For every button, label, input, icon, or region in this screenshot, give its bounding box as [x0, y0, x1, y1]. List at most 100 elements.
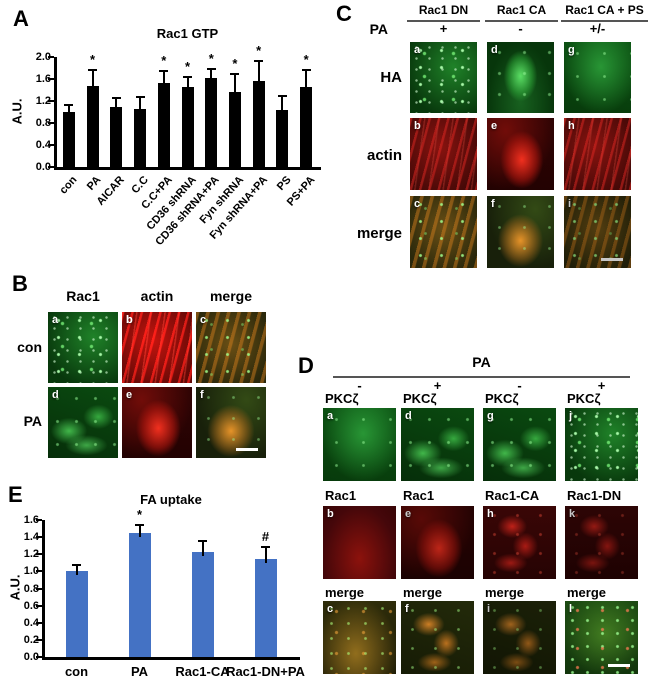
y-tick-label: 0.6	[23, 599, 39, 612]
significance-marker: *	[161, 53, 167, 69]
panel-d-red-label-4: Rac1-DN	[567, 488, 622, 503]
y-tick-mark	[48, 56, 54, 58]
tile-letter: c	[414, 198, 421, 210]
panel-c-row-label-merge: merge	[356, 225, 402, 242]
y-tick-label: 1.6	[23, 514, 39, 526]
tile-letter: e	[405, 508, 412, 520]
scale-bar	[601, 258, 623, 261]
significance-marker: *	[208, 51, 214, 67]
error-bar-cap	[159, 70, 169, 73]
error-bar-cap	[230, 73, 240, 76]
panel-c-image-b: b	[410, 118, 477, 190]
error-bar-stem	[115, 98, 118, 111]
rac1-gtp-chart: A Rac1 GTP A.U. 0.0 0.4 0.8 1.2 1.6 2.0 con * PA…	[0, 0, 335, 272]
tile-letter: f	[405, 603, 409, 615]
panel-d-merge-label-3: merge	[485, 585, 525, 600]
error-bar-stem	[264, 546, 267, 563]
bar	[300, 87, 313, 167]
tile-letter: f	[491, 198, 495, 210]
tile-letter: b	[414, 120, 421, 132]
x-axis-label: con	[64, 664, 89, 679]
y-tick-mark	[48, 122, 54, 124]
tile-letter: c	[200, 314, 207, 326]
panel-d-red-label-3: Rac1-CA	[485, 488, 540, 503]
tile-letter: a	[52, 314, 59, 326]
y-tick-label: 0.4	[35, 139, 51, 151]
panel-d-green-label-4: PKCζ	[567, 391, 601, 406]
y-axis	[54, 57, 57, 170]
panel-d-image-b: b	[323, 506, 396, 579]
x-axis	[42, 657, 300, 660]
bar	[62, 112, 75, 167]
panel-b-row-label-pa: PA	[23, 413, 42, 429]
panel-d-merge-label-2: merge	[403, 585, 443, 600]
x-axis-label: Rac1-DN+PA	[226, 664, 305, 679]
tile-letter: h	[568, 120, 575, 132]
bar	[254, 558, 277, 657]
bar	[110, 106, 123, 167]
fa-uptake-chart: E FA uptake A.U. 0.0 0.2 0.4 0.6 0.8 1.0 1.2 1.…	[0, 480, 340, 683]
y-tick-label: 0.8	[23, 582, 39, 595]
significance-marker: *	[136, 507, 143, 523]
panel-c-row-label-actin: actin	[366, 147, 402, 164]
y-tick-label: 0.0	[35, 161, 51, 173]
panel-d-label: D	[298, 353, 314, 378]
panel-d-image-i: i	[483, 601, 556, 674]
panel-d-pa-value-1: -	[357, 378, 362, 393]
panel-c-pa-value-2: -	[518, 21, 523, 36]
panel-b-image-f: f	[196, 387, 266, 458]
panel-d-image-g: g	[483, 408, 556, 481]
significance-marker: *	[256, 42, 262, 58]
panel-c-label: C	[336, 1, 352, 26]
panel-d-pa-value-4: +	[597, 378, 606, 393]
panel-c-image-e: e	[487, 118, 554, 190]
panel-c-row-label-ha: HA	[380, 69, 402, 86]
panel-d-image-j: j	[565, 408, 638, 481]
panel-b-image-c: c	[196, 312, 266, 383]
panel-d-green-label-2: PKCζ	[403, 391, 437, 406]
panel-d-merge-label-1: merge	[325, 585, 365, 600]
error-bar-stem	[305, 70, 308, 92]
error-bar-cap	[198, 540, 207, 543]
y-tick-label: 1.4	[23, 531, 39, 544]
error-bar-cap	[135, 96, 145, 99]
y-tick-mark	[36, 536, 42, 539]
error-bar-stem	[75, 565, 78, 576]
bar	[157, 83, 170, 167]
bar	[128, 532, 151, 657]
panel-c-image-i: i	[564, 196, 631, 268]
panel-b-image-e: e	[122, 387, 192, 458]
panel-d-merge-label-4: merge	[567, 585, 607, 600]
bar	[181, 87, 194, 167]
significance-marker: #	[261, 528, 270, 544]
chart-a-title: Rac1 GTP	[156, 26, 219, 41]
significance-marker: *	[184, 59, 191, 75]
y-tick-label: 0.0	[23, 651, 39, 663]
panel-c-pa-value-3: +/-	[589, 21, 606, 36]
panel-b-label: B	[12, 271, 28, 296]
panel-c-pa-label: PA	[369, 21, 388, 37]
tile-letter: d	[491, 44, 498, 56]
tile-letter: c	[327, 603, 334, 615]
panel-c-image-d: d	[487, 42, 554, 113]
panel-d-image-a: a	[323, 408, 396, 481]
error-bar-stem	[233, 74, 236, 96]
panel-c-image-c: c	[410, 196, 477, 268]
y-tick-mark	[48, 144, 54, 146]
significance-marker: *	[232, 56, 238, 72]
tile-letter: e	[126, 389, 133, 401]
error-bar-stem	[210, 69, 213, 82]
scale-bar	[236, 448, 258, 451]
y-tick-mark	[36, 553, 42, 556]
panel-a-label: A	[13, 6, 29, 31]
panel-b-image-b: b	[122, 312, 192, 383]
y-tick-label: 2.0	[35, 51, 51, 63]
tile-letter: k	[569, 508, 576, 520]
y-tick-label: 0.2	[23, 633, 39, 646]
error-bar-cap	[72, 564, 81, 567]
bar	[228, 91, 241, 167]
error-bar-cap	[64, 103, 74, 106]
tile-letter: b	[327, 508, 334, 520]
x-axis-label: PS	[274, 174, 294, 193]
panel-d-image-f: f	[401, 601, 474, 674]
